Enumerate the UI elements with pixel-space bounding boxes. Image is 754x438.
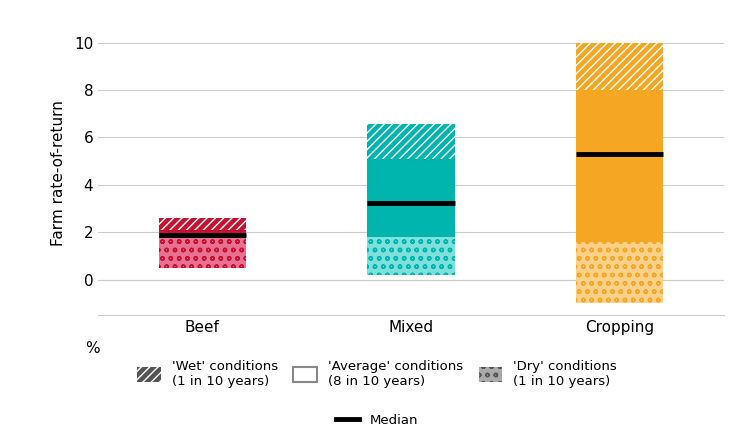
Legend: Median: Median [336, 414, 418, 427]
Bar [576, 242, 664, 304]
Bar [367, 237, 455, 275]
Bar [158, 238, 246, 268]
Text: %: % [85, 341, 100, 356]
Bar [367, 124, 455, 159]
Bar [576, 42, 664, 90]
Legend: 'Wet' conditions
(1 in 10 years), 'Average' conditions
(8 in 10 years), 'Dry' co: 'Wet' conditions (1 in 10 years), 'Avera… [137, 360, 617, 388]
Y-axis label: Farm rate-of-return: Farm rate-of-return [51, 100, 66, 246]
Bar [158, 218, 246, 230]
Bar [367, 237, 455, 275]
Bar [367, 124, 455, 159]
Bar [576, 242, 664, 304]
Bar [158, 238, 246, 268]
Bar [367, 159, 455, 237]
Bar [576, 90, 664, 242]
Bar [158, 218, 246, 230]
Bar [158, 230, 246, 238]
Bar [576, 42, 664, 90]
